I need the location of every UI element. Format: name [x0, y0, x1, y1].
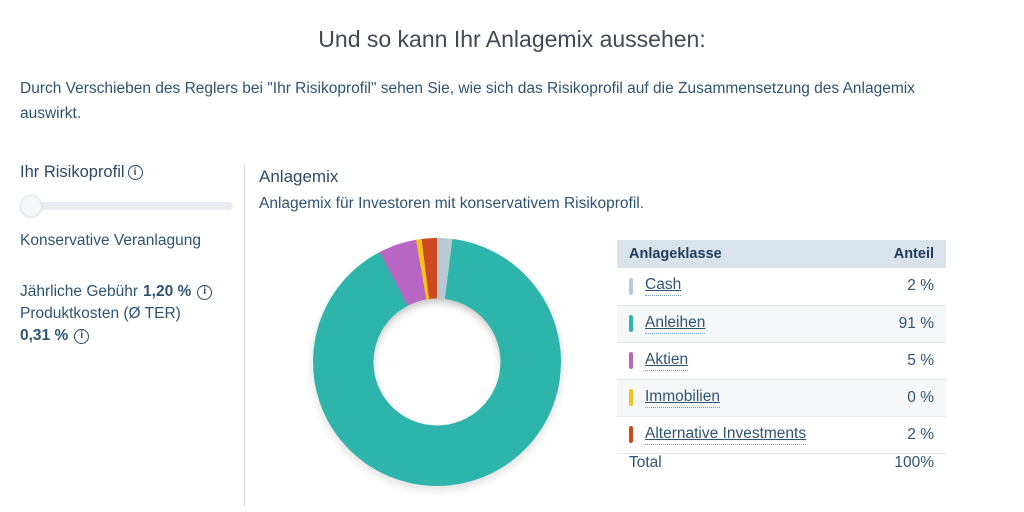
allocation-donut-chart[interactable] — [313, 238, 561, 486]
risk-profile-header: Ihr Risikoprofil i — [20, 163, 234, 182]
info-icon[interactable]: i — [74, 328, 90, 344]
table-row: Aktien 5 % — [617, 342, 946, 380]
risk-slider-thumb[interactable] — [20, 195, 42, 217]
asset-share-value: 5 % — [862, 342, 946, 380]
asset-share-value: 2 % — [862, 268, 946, 306]
asset-color-marker — [629, 277, 633, 295]
donut-hole — [373, 298, 501, 426]
total-label: Total — [629, 453, 662, 471]
product-cost-label-line: Produktkosten (Ø TER) — [20, 303, 234, 325]
asset-share-value: 2 % — [862, 416, 946, 454]
risk-slider-track[interactable] — [20, 202, 233, 210]
vertical-divider — [244, 163, 245, 506]
asset-color-marker — [629, 426, 633, 443]
asset-class-link[interactable]: Immobilien — [645, 388, 720, 408]
table-row: Anleihen 91 % — [617, 305, 946, 343]
table-row: Immobilien 0 % — [617, 379, 946, 417]
asset-class-link[interactable]: Alternative Investments — [645, 425, 807, 445]
risk-profile-sidebar: Ihr Risikoprofil i Konservative Veranlag… — [20, 163, 234, 347]
product-cost-label: Produktkosten (Ø TER) — [20, 305, 181, 322]
asset-table-body: Cash 2 % Anleihen 91 % Aktien 5 % Immobilien 0 … — [617, 268, 946, 454]
asset-allocation-table: Anlageklasse Anteil Cash 2 % Anleihen 91 % A… — [617, 240, 946, 472]
asset-class-link[interactable]: Anleihen — [645, 314, 706, 334]
table-row: Alternative Investments 2 % — [617, 416, 946, 454]
total-value: 100% — [894, 453, 934, 471]
risk-profile-label: Ihr Risikoprofil — [20, 163, 125, 181]
product-cost-value: 0,31 % — [20, 327, 69, 344]
asset-share-value: 91 % — [862, 305, 946, 343]
asset-share-value: 0 % — [862, 379, 946, 417]
annual-fee-line: Jährliche Gebühr 1,20 % i — [20, 281, 234, 303]
asset-color-marker — [629, 315, 633, 332]
page-title: Und so kann Ihr Anlagemix aussehen: — [318, 26, 706, 52]
risk-level-text: Konservative Veranlagung — [20, 232, 201, 249]
annual-fee-value: 1,20 % — [143, 283, 192, 300]
col-header-share: Anteil — [862, 240, 946, 268]
table-row: Cash 2 % — [617, 268, 946, 306]
annual-fee-label: Jährliche Gebühr — [20, 283, 139, 300]
asset-color-marker — [629, 389, 633, 406]
fees-block: Jährliche Gebühr 1,20 % i Produktkosten … — [20, 281, 234, 347]
info-icon[interactable]: i — [127, 165, 143, 180]
risk-slider[interactable] — [20, 195, 233, 217]
page-description: Durch Verschieben des Reglers bei "Ihr R… — [20, 80, 915, 123]
asset-color-marker — [629, 352, 633, 369]
info-icon[interactable]: i — [197, 284, 213, 300]
total-row: Total 100% — [617, 453, 946, 472]
table-header-row: Anlageklasse Anteil — [617, 240, 946, 268]
product-cost-value-line: 0,31 % i — [20, 325, 234, 347]
anlagemix-heading: Anlagemix — [259, 167, 339, 186]
col-header-asset-class: Anlageklasse — [617, 240, 863, 268]
anlagemix-subheading: Anlagemix für Investoren mit konservativ… — [259, 195, 645, 212]
asset-class-link[interactable]: Cash — [645, 276, 682, 297]
asset-class-link[interactable]: Aktien — [645, 351, 689, 371]
